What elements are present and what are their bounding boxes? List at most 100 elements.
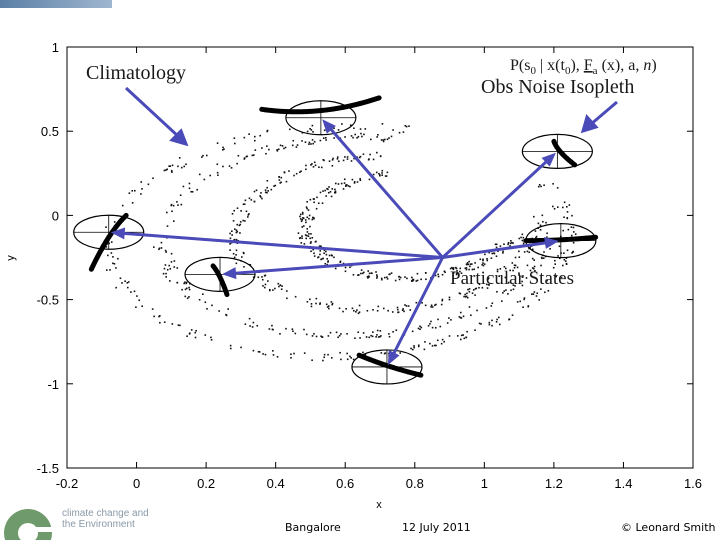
climatology-point [147,183,150,186]
climatology-point [516,301,519,303]
climatology-point [546,279,548,282]
climatology-point [499,268,502,270]
climatology-point [229,232,231,235]
climatology-point [257,276,260,279]
climatology-point [386,278,389,280]
climatology-point [327,260,329,262]
climatology-point [185,281,188,284]
climatology-point [412,278,414,281]
ensemble-arc [259,95,383,115]
climatology-point [248,317,251,320]
climatology-point [322,257,324,260]
climatology-point [198,173,201,176]
climatology-point [313,140,316,143]
climatology-point [310,233,312,235]
climatology-point [503,243,505,246]
climatology-point [355,310,357,313]
climatology-point [552,183,554,185]
climatology-point [531,267,534,269]
climatology-point [381,123,384,125]
climatology-point [172,204,175,207]
climatology-point [459,311,462,314]
climatology-point [302,225,305,227]
climatology-point [283,147,285,150]
climatology-point [183,165,186,168]
climatology-point [315,207,318,210]
climatology-point [465,267,468,269]
climatology-point [294,295,297,298]
climatology-point [345,185,347,187]
climatology-point [151,308,154,310]
climatology-point [399,276,402,279]
climatology-point [322,137,325,139]
climatology-point [521,233,524,236]
climatology-point [222,148,224,151]
climatology-point [396,306,399,309]
climatology-point [465,336,467,339]
x-tick-label: 0.6 [336,476,354,491]
climatology-point [531,271,533,274]
climatology-point [534,230,537,232]
climatology-point [314,164,317,167]
climatology-point [236,162,238,165]
climatology-point [140,193,142,195]
climatology-point [390,272,393,274]
climatology-point [329,331,332,334]
climatology-point [229,344,232,347]
climatology-point [126,282,129,284]
climatology-point [443,340,446,343]
climatology-point [404,276,406,278]
climatology-point [301,237,303,239]
climatology-point [376,151,378,154]
climatology-point [535,236,537,239]
x-axis-label: x [376,499,382,511]
climatology-point [166,225,169,227]
climatology-point [279,182,282,184]
climatology-point [309,237,312,240]
climatology-point [486,257,488,260]
climatology-point [131,202,134,204]
x-tick-label: 1 [481,476,488,491]
climatology-point [320,258,323,260]
climatology-point [186,335,188,338]
climatology-point [354,133,357,136]
climatology-point [281,145,284,147]
climatology-point [244,323,247,325]
x-tick-label: 0.8 [406,476,424,491]
climatology-point [320,166,323,169]
climatology-point [377,305,380,308]
climatology-point [278,176,280,178]
climatology-point [514,285,516,287]
climatology-point [327,261,329,263]
climatology-point [283,171,286,173]
climatology-point [427,325,430,327]
climatology-point [327,335,330,337]
climatology-point [462,334,465,336]
climatology-point [267,280,269,282]
climatology-point [340,333,342,335]
climatology-point [301,219,304,221]
climatology-point [392,129,394,131]
climatology-point [488,321,491,324]
axis-ticks: -0.2 0 0.2 0.4 0.6 0.8 1 1.2 1.4 1.6 1 0.5 0 -0.5 -1 -1… [37,40,702,491]
climatology-point [372,158,375,161]
climatology-point [463,295,465,298]
climatology-point [303,243,306,245]
climatology-point [319,253,321,256]
climatology-point [247,214,250,216]
climatology-point [425,271,427,274]
x-tick-label: 0.4 [267,476,285,491]
climatology-point [265,152,267,155]
ensemble-group [73,95,599,385]
climatology-point [315,297,318,300]
climatology-point [403,310,405,313]
climatology-point [235,231,238,234]
climatology-point [455,272,458,275]
climatology-point [368,336,371,339]
climatology-point [429,342,431,345]
climatology-point [254,149,257,151]
climatology-point [563,201,566,204]
climatology-point [326,258,329,260]
climatology-point [336,158,339,160]
climatology-point [478,286,480,289]
